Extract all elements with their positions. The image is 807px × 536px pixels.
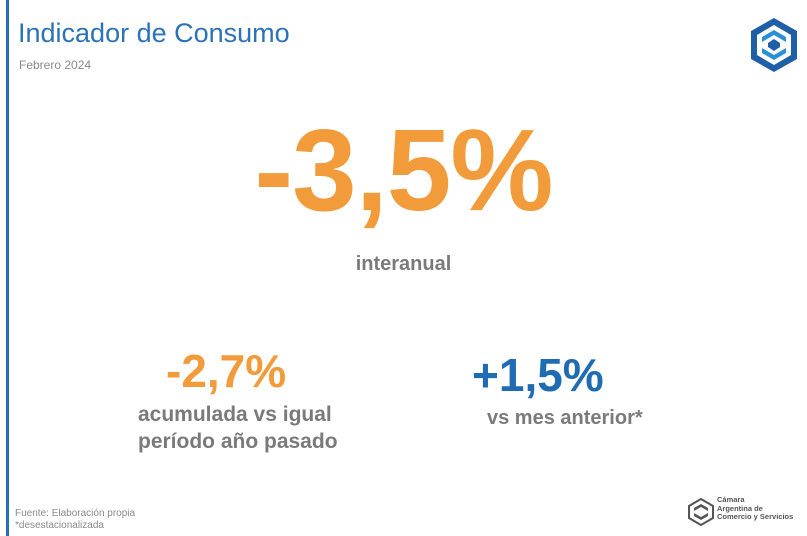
page-title: Indicador de Consumo [18,18,290,48]
main-indicator-value: -3,5% [254,105,553,235]
accumulated-label-line2: período año pasado [138,430,338,453]
org-name-line3: Comercio y Servicios [717,512,794,521]
accumulated-label: acumulada vs igual período año pasado [138,401,338,455]
org-name: Cámara Argentina de Comercio y Servicios [717,495,794,522]
month-over-month-label: vs mes anterior* [487,407,643,429]
org-name-line1: Cámara [717,495,745,504]
accumulated-label-line1: acumulada vs igual [138,403,332,426]
main-indicator-label: interanual [355,253,452,275]
month-over-month-value: +1,5% [472,349,604,401]
seasonal-note: *desestacionalizada [15,520,104,531]
footnote: Fuente: Elaboración propia *desestaciona… [15,508,135,532]
source-note: Fuente: Elaboración propia [15,508,136,519]
footer-logo: Cámara Argentina de Comercio y Servicios [688,495,798,528]
left-accent-bar [6,0,9,536]
period-label: Febrero 2024 [19,58,92,72]
org-name-line2: Argentina de [717,503,763,513]
accumulated-value: -2,7% [166,345,287,397]
cac-hexagon-logo-icon [751,18,797,72]
cac-logo-icon [688,498,714,526]
